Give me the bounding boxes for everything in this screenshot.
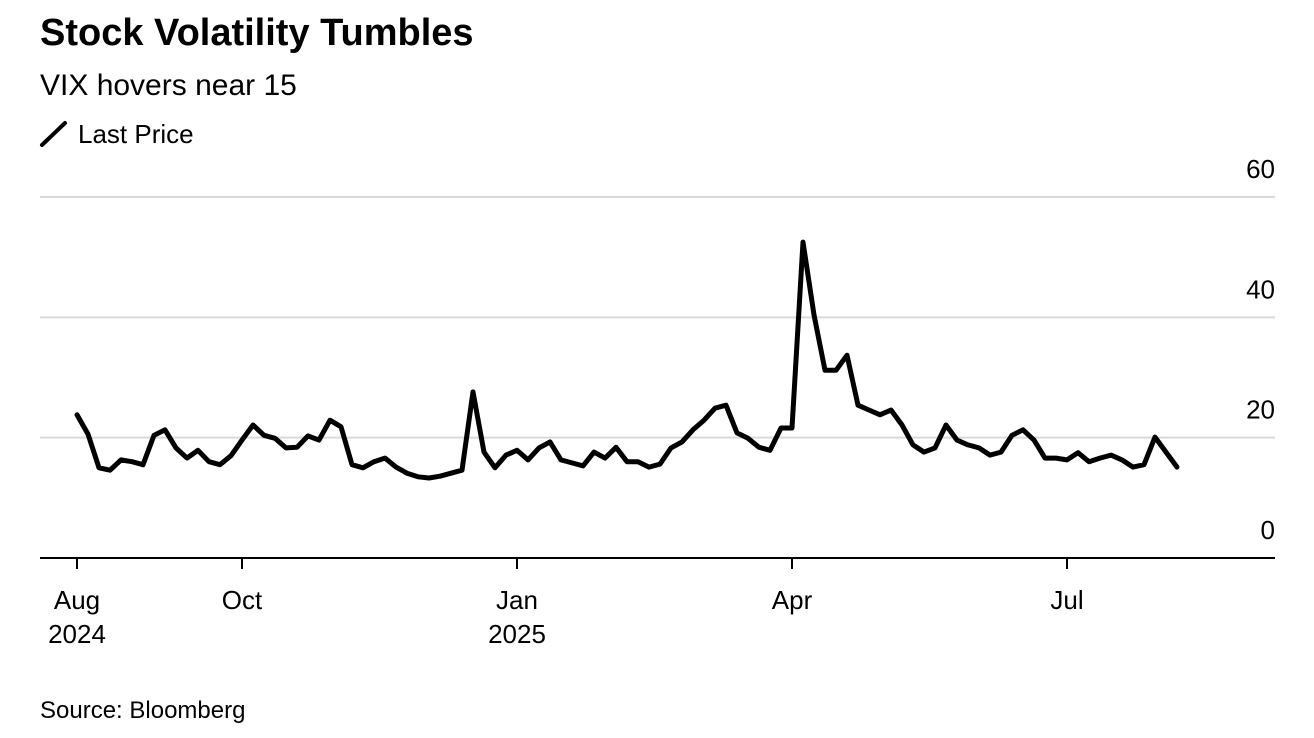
source: Source: Bloomberg bbox=[40, 697, 245, 724]
x-tick-label: 2024 bbox=[48, 619, 106, 649]
chart-subtitle: VIX hovers near 15 bbox=[40, 69, 297, 102]
y-tick-label: 60 bbox=[1246, 154, 1275, 184]
series-line bbox=[74, 239, 1180, 481]
x-tick-label: Apr bbox=[772, 585, 813, 615]
x-tick-label: Aug bbox=[54, 585, 100, 615]
y-tick-label: 0 bbox=[1261, 515, 1275, 545]
x-tick-label: Oct bbox=[222, 585, 263, 615]
chart-title: Stock Volatility Tumbles bbox=[40, 12, 474, 54]
x-tick-label: Jan bbox=[496, 585, 538, 615]
x-tick-label: 2025 bbox=[488, 619, 546, 649]
legend-swatch bbox=[40, 121, 67, 147]
y-tick-label: 20 bbox=[1246, 395, 1275, 425]
x-tick-label: Jul bbox=[1050, 585, 1083, 615]
y-tick-label: 40 bbox=[1246, 274, 1275, 304]
legend-label: Last Price bbox=[78, 119, 194, 149]
